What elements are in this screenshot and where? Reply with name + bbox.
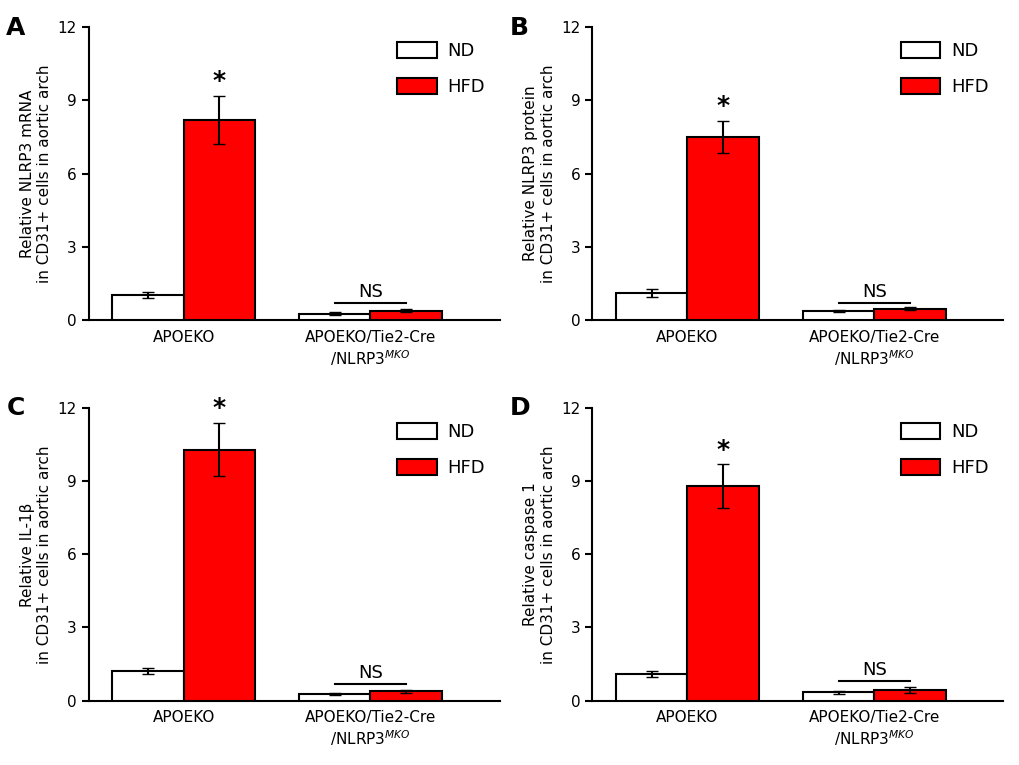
Bar bbox=[615, 293, 687, 320]
Bar bbox=[299, 314, 370, 320]
Y-axis label: Relative NLRP3 protein
in CD31+ cells in aortic arch: Relative NLRP3 protein in CD31+ cells in… bbox=[523, 64, 555, 283]
Bar bbox=[370, 311, 441, 320]
Bar bbox=[802, 692, 873, 701]
Bar bbox=[370, 692, 441, 701]
Text: *: * bbox=[213, 69, 225, 93]
Bar bbox=[873, 689, 945, 701]
Text: NS: NS bbox=[861, 661, 886, 679]
Bar bbox=[183, 120, 255, 320]
Y-axis label: Relative NLRP3 mRNA
in CD31+ cells in aortic arch: Relative NLRP3 mRNA in CD31+ cells in ao… bbox=[19, 64, 52, 283]
Text: A: A bbox=[6, 15, 25, 40]
Text: C: C bbox=[6, 396, 24, 421]
Bar bbox=[873, 309, 945, 320]
Bar bbox=[802, 311, 873, 320]
Text: NS: NS bbox=[861, 283, 886, 301]
Text: NS: NS bbox=[358, 283, 382, 301]
Bar bbox=[299, 694, 370, 701]
Bar bbox=[112, 672, 183, 701]
Text: D: D bbox=[510, 396, 530, 421]
Legend: ND, HFD: ND, HFD bbox=[895, 37, 994, 102]
Bar bbox=[183, 450, 255, 701]
Bar bbox=[687, 137, 758, 320]
Bar bbox=[112, 295, 183, 320]
Legend: ND, HFD: ND, HFD bbox=[391, 37, 490, 102]
Text: *: * bbox=[715, 438, 729, 462]
Legend: ND, HFD: ND, HFD bbox=[895, 417, 994, 483]
Bar bbox=[687, 486, 758, 701]
Text: NS: NS bbox=[358, 663, 382, 682]
Text: *: * bbox=[213, 396, 225, 420]
Bar bbox=[615, 674, 687, 701]
Text: *: * bbox=[715, 93, 729, 118]
Text: B: B bbox=[510, 15, 529, 40]
Y-axis label: Relative caspase 1
in CD31+ cells in aortic arch: Relative caspase 1 in CD31+ cells in aor… bbox=[523, 445, 555, 663]
Y-axis label: Relative IL-1β
in CD31+ cells in aortic arch: Relative IL-1β in CD31+ cells in aortic … bbox=[19, 445, 52, 663]
Legend: ND, HFD: ND, HFD bbox=[391, 417, 490, 483]
